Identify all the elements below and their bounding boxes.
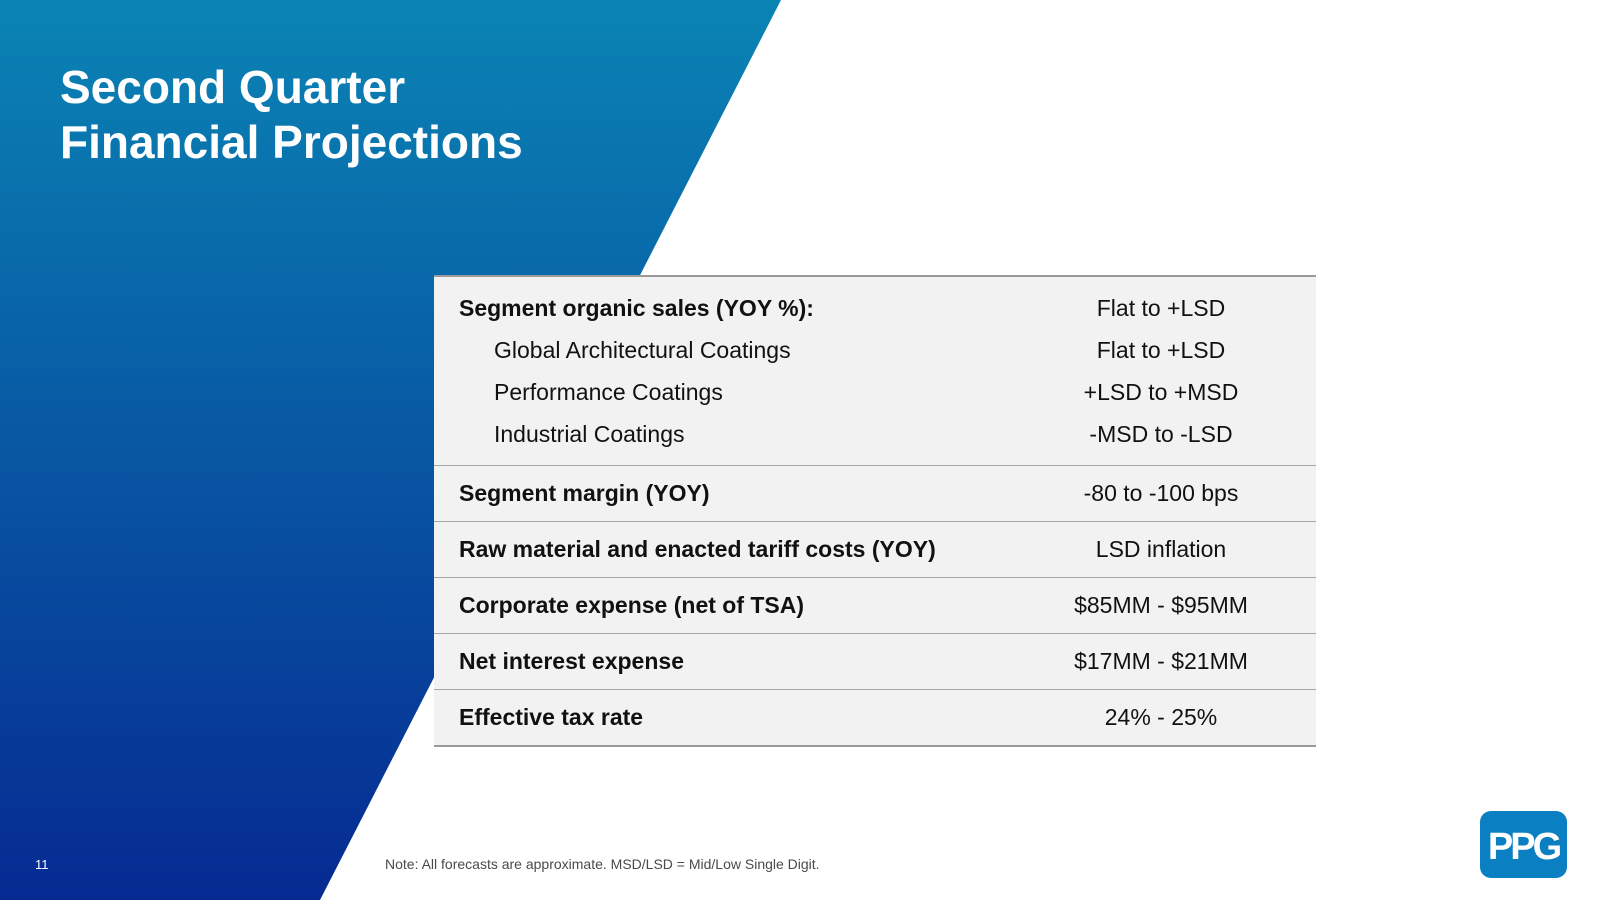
row-value: -MSD to -LSD — [1089, 420, 1233, 447]
row-label: Effective tax rate — [434, 689, 1006, 747]
projections-table: Segment organic sales (YOY %): Flat to +… — [434, 275, 1316, 747]
table-row: Global Architectural Coatings Flat to +L… — [434, 329, 1316, 371]
table-row: Segment margin (YOY) -80 to -100 bps — [434, 465, 1316, 522]
table-row: Industrial Coatings -MSD to -LSD — [434, 413, 1316, 466]
ppg-logo: PPG — [1480, 811, 1567, 878]
row-value: 24% - 25% — [1006, 689, 1316, 747]
row-label: Performance Coatings — [494, 378, 723, 405]
row-label: Segment organic sales (YOY %): — [459, 294, 814, 321]
row-label: Raw material and enacted tariff costs (Y… — [434, 521, 1006, 578]
table-row: Performance Coatings +LSD to +MSD — [434, 371, 1316, 413]
row-value: +LSD to +MSD — [1083, 378, 1239, 405]
row-label: Industrial Coatings — [494, 420, 685, 447]
slide-title-line2: Financial Projections — [60, 116, 523, 168]
table-row: Corporate expense (net of TSA) $85MM - $… — [434, 577, 1316, 634]
row-value: -80 to -100 bps — [1006, 465, 1316, 522]
page-number: 11 — [35, 857, 49, 872]
slide-title-line1: Second Quarter — [60, 61, 406, 113]
slide-title: Second Quarter Financial Projections — [60, 60, 523, 170]
row-label: Corporate expense (net of TSA) — [434, 577, 1006, 634]
row-label: Segment margin (YOY) — [434, 465, 1006, 522]
svg-text:PPG: PPG — [1488, 826, 1561, 868]
table-row: Raw material and enacted tariff costs (Y… — [434, 521, 1316, 578]
row-value: $17MM - $21MM — [1006, 633, 1316, 690]
row-label: Net interest expense — [434, 633, 1006, 690]
row-value: Flat to +LSD — [1096, 336, 1226, 363]
table-row: Net interest expense $17MM - $21MM — [434, 633, 1316, 690]
row-value: LSD inflation — [1006, 521, 1316, 578]
row-value: Flat to +LSD — [1096, 294, 1226, 321]
footnote: Note: All forecasts are approximate. MSD… — [385, 856, 820, 872]
row-label: Global Architectural Coatings — [494, 336, 791, 363]
table-row: Segment organic sales (YOY %): Flat to +… — [434, 276, 1316, 329]
table-row: Effective tax rate 24% - 25% — [434, 689, 1316, 747]
row-value: $85MM - $95MM — [1006, 577, 1316, 634]
